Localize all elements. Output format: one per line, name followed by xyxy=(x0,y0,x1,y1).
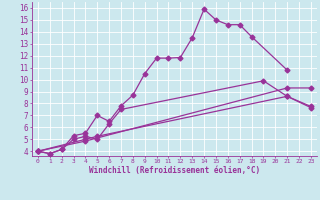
X-axis label: Windchill (Refroidissement éolien,°C): Windchill (Refroidissement éolien,°C) xyxy=(89,166,260,175)
